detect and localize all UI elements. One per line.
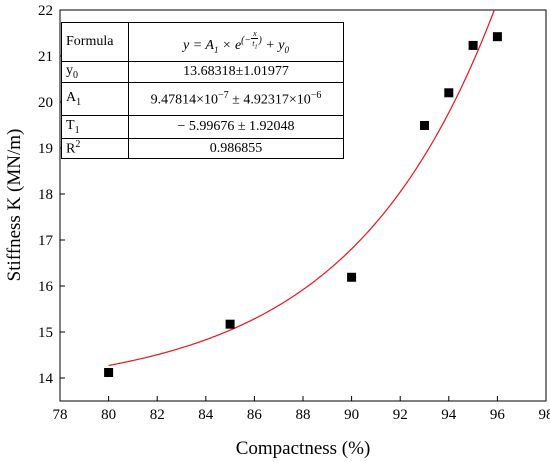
table-row-a1: A1 9.47814×10−7 ± 4.92317×10−6 [61, 82, 344, 116]
x-tick-label: 82 [150, 407, 165, 423]
x-tick-label: 88 [296, 407, 311, 423]
formula-label: Formula [61, 22, 129, 62]
table-row-t1: T1 − 5.99676 ± 1.92048 [61, 115, 344, 139]
y-tick-label: 20 [38, 95, 53, 111]
table-row-formula: Formula y = A1 × e(− x t1) + y0 [61, 22, 344, 62]
r2-value: 0.986855 [128, 138, 344, 159]
axis-tick-labels: 78 80 82 84 86 88 90 92 94 96 98 14 15 16 17 18 19 20 21 22 [38, 3, 550, 423]
y-tick-label: 16 [38, 279, 54, 295]
t1-value: − 5.99676 ± 1.92048 [128, 115, 344, 139]
y-axis-title: Stiffness K (MN/m) [4, 129, 25, 282]
formula-expression: y = A1 × e(− x t1) + y0 [183, 29, 289, 55]
t1-label: T1 [61, 115, 129, 139]
y-tick-label: 21 [38, 49, 53, 65]
x-tick-label: 96 [490, 407, 506, 423]
a1-label: A1 [61, 82, 129, 116]
y0-label: y0 [61, 61, 129, 83]
x-tick-label: 92 [393, 407, 408, 423]
x-tick-label: 86 [247, 407, 263, 423]
x-tick-label: 84 [198, 407, 214, 423]
table-row-y0: y0 13.68318±1.01977 [61, 61, 344, 83]
x-tick-label: 78 [53, 407, 68, 423]
data-point [468, 40, 478, 50]
x-tick-label: 94 [441, 407, 457, 423]
fit-curve [108, 9, 495, 367]
a1-value: 9.47814×10−7 ± 4.92317×10−6 [128, 82, 344, 116]
x-tick-label: 98 [539, 407, 550, 423]
x-tick-label: 80 [101, 407, 116, 423]
y0-value: 13.68318±1.01977 [128, 61, 344, 83]
fit-parameters-table: Formula y = A1 × e(− x t1) + y0 y0 13.6831… [61, 22, 344, 159]
formula-value: y = A1 × e(− x t1) + y0 [128, 22, 344, 62]
y-tick-label: 17 [38, 233, 54, 249]
data-point [104, 367, 114, 377]
x-axis-title: Compactness (%) [236, 438, 371, 459]
data-point [225, 319, 235, 329]
data-point [420, 120, 429, 130]
y-tick-label: 18 [38, 187, 53, 203]
table-row-r2: R2 0.986855 [61, 138, 344, 159]
y-tick-label: 15 [38, 325, 53, 341]
data-point [444, 88, 454, 98]
data-points [104, 32, 502, 377]
axis-ticks [59, 9, 547, 401]
data-point [347, 272, 357, 282]
y-tick-label: 19 [38, 141, 53, 157]
y-tick-label: 22 [38, 3, 53, 19]
data-point [492, 32, 502, 42]
y-tick-label: 14 [38, 371, 54, 387]
x-tick-label: 90 [344, 407, 359, 423]
r2-label: R2 [61, 138, 129, 159]
